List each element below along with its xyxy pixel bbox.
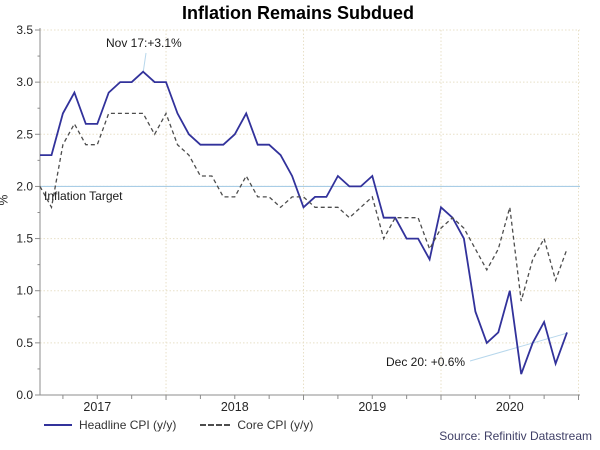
legend-item-headline: Headline CPI (y/y): [44, 418, 176, 432]
y-tick-label: 3.0: [16, 75, 33, 89]
x-tick-label: 2017: [83, 400, 111, 414]
headline-cpi-line: [40, 70, 568, 375]
y-tick-label: 0.5: [16, 336, 33, 350]
core-cpi-line: [39, 111, 568, 302]
x-tick-label: 2019: [358, 400, 386, 414]
source-credit: Source: Refinitiv Datastream: [439, 429, 592, 443]
headline-line-swatch: [44, 424, 72, 426]
x-tick-label: 2020: [496, 400, 524, 414]
core-line-swatch: [200, 424, 231, 426]
legend-item-core: Core CPI (y/y): [200, 418, 313, 432]
annotation-nov17-peak: Nov 17:+3.1%: [106, 36, 182, 50]
y-axis-label: %: [0, 195, 10, 206]
annotation-dec20-latest: Dec 20: +0.6%: [386, 355, 466, 369]
y-tick-label: 1.5: [16, 232, 33, 246]
y-tick-label: 0.0: [16, 388, 33, 402]
legend-label-headline: Headline CPI (y/y): [79, 418, 177, 432]
y-tick-label: 1.0: [16, 284, 33, 298]
x-tick-label: 2018: [221, 400, 249, 414]
y-tick-label: 2.0: [16, 179, 33, 193]
callout-nov17: [142, 52, 147, 73]
legend: Headline CPI (y/y) Core CPI (y/y): [44, 418, 313, 432]
y-tick-label: 3.5: [16, 23, 33, 37]
y-tick-label: 2.5: [16, 127, 33, 141]
chart-title: Inflation Remains Subdued: [181, 3, 414, 23]
legend-label-core: Core CPI (y/y): [237, 418, 314, 432]
inflation-target-label: Inflation Target: [44, 189, 123, 203]
